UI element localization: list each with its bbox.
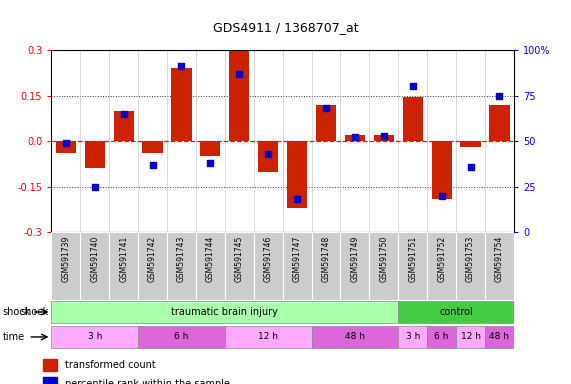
Text: 12 h: 12 h — [258, 332, 278, 341]
Bar — [316, 105, 336, 141]
Bar — [142, 141, 163, 153]
Text: GSM591753: GSM591753 — [466, 236, 475, 282]
Bar — [229, 51, 250, 141]
Bar — [196, 232, 225, 300]
Bar — [399, 301, 514, 323]
Text: GSM591754: GSM591754 — [495, 236, 504, 282]
Bar — [43, 359, 57, 371]
Point — [119, 111, 128, 117]
Bar — [312, 232, 340, 300]
Bar — [51, 301, 399, 323]
Text: percentile rank within the sample: percentile rank within the sample — [65, 379, 230, 384]
Text: time: time — [3, 332, 25, 342]
Text: GSM591752: GSM591752 — [437, 236, 446, 282]
Point — [90, 184, 99, 190]
Point — [408, 83, 417, 89]
Point — [235, 71, 244, 77]
Bar — [283, 232, 312, 300]
Bar — [109, 232, 138, 300]
Text: GSM591749: GSM591749 — [351, 236, 359, 282]
Bar — [460, 141, 481, 147]
Bar — [138, 232, 167, 300]
Text: GSM591744: GSM591744 — [206, 236, 215, 282]
Text: 48 h: 48 h — [345, 332, 365, 341]
Text: 12 h: 12 h — [461, 332, 481, 341]
Bar — [373, 135, 394, 141]
Bar — [43, 377, 57, 384]
Text: 48 h: 48 h — [489, 332, 509, 341]
Text: GSM591741: GSM591741 — [119, 236, 128, 282]
Bar — [225, 232, 254, 300]
Bar — [200, 141, 220, 156]
Bar — [312, 326, 399, 348]
Point — [177, 63, 186, 70]
Point — [206, 160, 215, 166]
Text: 6 h: 6 h — [174, 332, 188, 341]
Text: control: control — [439, 306, 473, 316]
Point — [379, 132, 388, 139]
Text: GSM591742: GSM591742 — [148, 236, 157, 282]
Bar — [254, 232, 283, 300]
Point — [466, 164, 475, 170]
Bar — [340, 232, 369, 300]
Text: shock: shock — [21, 307, 49, 317]
Text: shock: shock — [3, 307, 31, 317]
Text: traumatic brain injury: traumatic brain injury — [171, 306, 278, 316]
Point — [321, 105, 331, 111]
Bar — [114, 111, 134, 141]
Bar — [85, 141, 105, 169]
Bar — [456, 326, 485, 348]
Point — [437, 193, 446, 199]
Bar — [489, 105, 509, 141]
Text: GSM591747: GSM591747 — [292, 236, 301, 282]
Text: GSM591745: GSM591745 — [235, 236, 244, 282]
Text: transformed count: transformed count — [65, 360, 156, 370]
Text: GDS4911 / 1368707_at: GDS4911 / 1368707_at — [212, 21, 359, 34]
Text: 6 h: 6 h — [435, 332, 449, 341]
Bar — [427, 232, 456, 300]
Text: GSM591751: GSM591751 — [408, 236, 417, 282]
Bar — [369, 232, 399, 300]
Text: 3 h: 3 h — [405, 332, 420, 341]
Bar — [399, 232, 427, 300]
Bar — [399, 326, 427, 348]
Bar — [287, 141, 307, 208]
Point — [292, 197, 301, 203]
Point — [61, 140, 70, 146]
Bar — [403, 97, 423, 141]
Bar — [225, 326, 312, 348]
Text: 3 h: 3 h — [87, 332, 102, 341]
Text: GSM591748: GSM591748 — [321, 236, 331, 282]
Bar — [171, 68, 192, 141]
Text: GSM591739: GSM591739 — [61, 236, 70, 282]
Bar — [432, 141, 452, 199]
Bar — [51, 326, 138, 348]
Bar — [167, 232, 196, 300]
Text: GSM591746: GSM591746 — [264, 236, 273, 282]
Bar — [258, 141, 278, 172]
Bar — [485, 232, 514, 300]
Bar — [138, 326, 225, 348]
Bar — [456, 232, 485, 300]
Bar — [485, 326, 514, 348]
Bar — [51, 232, 81, 300]
Bar — [427, 326, 456, 348]
Point — [264, 151, 273, 157]
Text: GSM591750: GSM591750 — [379, 236, 388, 282]
Bar — [345, 135, 365, 141]
Point — [148, 162, 157, 168]
Point — [495, 93, 504, 99]
Bar — [81, 232, 109, 300]
Bar — [56, 141, 76, 153]
Text: GSM591743: GSM591743 — [177, 236, 186, 282]
Text: GSM591740: GSM591740 — [90, 236, 99, 282]
Point — [351, 134, 360, 141]
